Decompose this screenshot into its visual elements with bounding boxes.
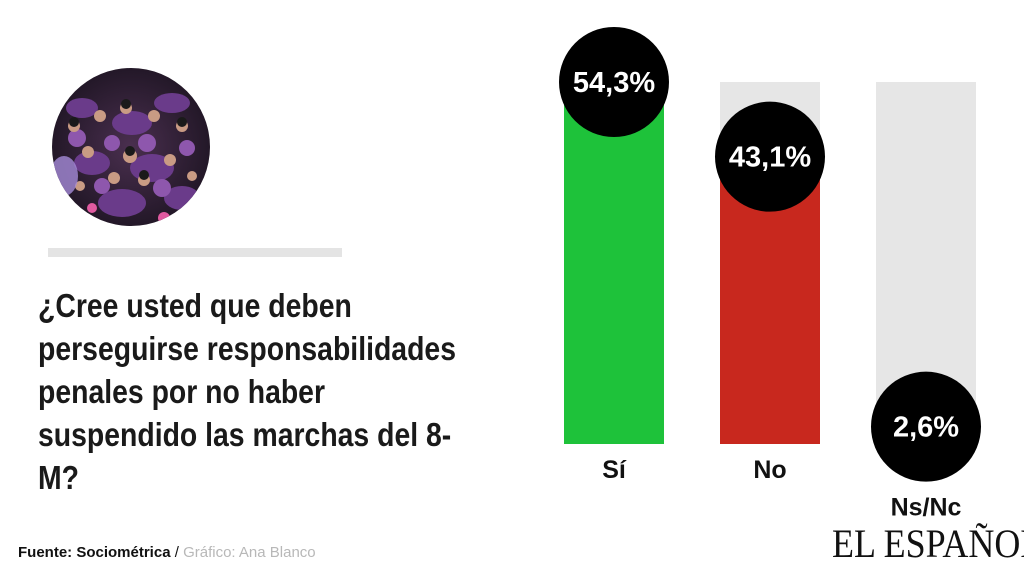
- question-text: ¿Cree usted que deben perseguirse respon…: [38, 287, 456, 496]
- category-label-1: No: [753, 456, 786, 484]
- bar-chart: 54,3% Sí 43,1% No 2,6% Ns/Nc: [559, 27, 981, 520]
- el-espanol-logo: EL ESPAÑOL: [832, 521, 1024, 566]
- category-label-0: Sí: [602, 456, 627, 484]
- value-bubble-2: [871, 371, 981, 482]
- divider: [48, 248, 342, 257]
- value-label-0: 54,3%: [573, 67, 655, 99]
- value-label-1: 43,1%: [729, 142, 811, 174]
- footer: Fuente: Sociométrica / Gráfico: Ana Blan…: [18, 544, 316, 561]
- author-label: Gráfico: Ana Blanco: [183, 544, 316, 561]
- crowd-photo: [52, 68, 210, 226]
- bar-0: [564, 82, 664, 444]
- value-bubble-1: [715, 101, 825, 212]
- value-label-2: 2,6%: [893, 412, 959, 444]
- category-label-2: Ns/Nc: [891, 494, 962, 520]
- value-bubble-0: [559, 27, 669, 137]
- footer-separator: /: [170, 544, 184, 561]
- source-label: Fuente: Sociométrica: [18, 544, 171, 561]
